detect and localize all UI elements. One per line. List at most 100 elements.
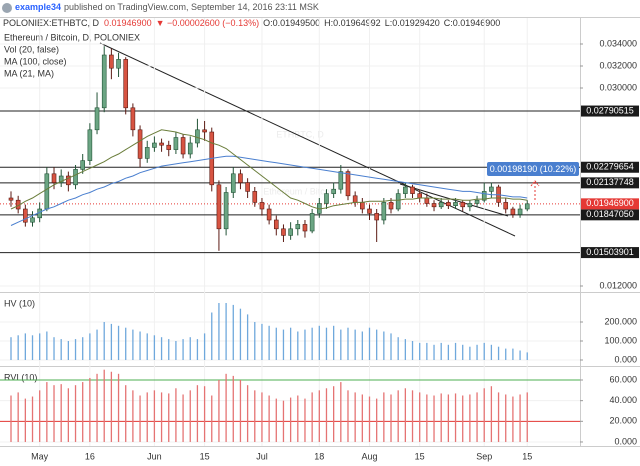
candle-body: [123, 59, 129, 109]
candle-body: [8, 197, 14, 201]
candle-body: [431, 203, 437, 208]
measure-box: [487, 162, 579, 176]
candle-body: [195, 129, 200, 144]
candle-body: [223, 192, 229, 230]
candle-body: [517, 208, 523, 215]
panel-title: HV (10): [4, 298, 35, 308]
measure-label: 0.00198190 (10.22%): [490, 164, 577, 174]
candle-body: [58, 175, 64, 183]
candle-body: [202, 129, 207, 133]
candle-body: [453, 202, 458, 207]
candle-body: [302, 224, 308, 232]
x-tick-label: 15: [415, 451, 425, 461]
candle-body: [238, 173, 243, 183]
candle-body: [180, 137, 186, 155]
y-tick-label: 200.000: [604, 316, 637, 326]
level-tag: [581, 209, 639, 221]
x-tick-label: Jul: [256, 451, 268, 461]
candle-body: [474, 199, 480, 204]
candle-body: [30, 217, 35, 223]
overlay: 0.00198190 (10.22%): [487, 162, 579, 200]
level-tag: [581, 177, 639, 189]
symbol-line: POLONIEX:ETHBTC, D 0.01946900 ▼ −0.0000260…: [3, 18, 500, 28]
candle-body: [216, 184, 222, 230]
candle-body: [259, 202, 265, 210]
candle-body: [109, 54, 114, 69]
candle-body: [345, 171, 351, 197]
level-label: 0.01847050: [586, 209, 634, 219]
panel-title: RVI (10): [4, 372, 37, 382]
candle-body: [245, 182, 250, 192]
last-price-label: 0.01946900: [586, 198, 634, 208]
candle-body: [295, 224, 301, 230]
candle-body: [367, 208, 372, 214]
candle-body: [352, 195, 358, 203]
candle-body: [281, 228, 286, 236]
candle-body: [374, 213, 379, 221]
candle-body: [101, 54, 107, 109]
author[interactable]: example34: [15, 2, 61, 12]
change: ▼ −0.00002600 (−0.13%): [156, 18, 259, 28]
candle-body: [130, 107, 136, 131]
candle-body: [403, 186, 408, 194]
candle-body: [395, 193, 401, 210]
avatar: [2, 3, 12, 13]
ma-line: [10, 129, 528, 210]
y-tick-label: 0.030000: [599, 82, 637, 92]
candle-body: [410, 186, 415, 194]
candle-body: [173, 137, 179, 150]
open: O:0.01949500: [263, 18, 320, 28]
watermark-sub: Ethereum / Bitcoin: [263, 186, 337, 196]
x-tick-label: 16: [85, 451, 95, 461]
x-tick-label: Aug: [361, 451, 377, 461]
candle-body: [266, 208, 272, 221]
candle-body: [288, 228, 293, 236]
ma-line: [10, 155, 528, 226]
last: 0.01946900: [104, 18, 152, 28]
candle-body: [467, 203, 473, 208]
volume-legend: Vol (20, false): [4, 44, 59, 54]
candle-body: [331, 188, 336, 194]
level-label: 0.02790515: [586, 105, 634, 115]
candle-body: [187, 142, 193, 155]
low: L:0.01929420: [385, 18, 440, 28]
candle-body: [460, 202, 466, 208]
candle-body: [338, 171, 344, 190]
x-tick-label: May: [31, 451, 49, 461]
y-tick-label: 20.000: [609, 416, 637, 426]
candle-body: [23, 208, 28, 223]
candle-body: [87, 129, 93, 161]
trend-line: [399, 183, 509, 217]
close: C:0.01946900: [444, 18, 501, 28]
high: H:0.01964992: [324, 18, 381, 28]
candle-body: [524, 203, 530, 210]
candle-body: [152, 142, 157, 148]
x-tick-label: Jun: [147, 451, 162, 461]
candle-body: [159, 142, 164, 146]
level-label: 0.02279654: [586, 162, 634, 172]
price-title: Ethereum / Bitcoin, D, POLONIEX: [4, 32, 140, 42]
published: published on TradingView.com, September …: [64, 2, 319, 12]
trend-line: [99, 42, 516, 237]
candle-body: [66, 175, 71, 186]
symbol: POLONIEX:ETHBTC, D: [3, 18, 100, 28]
last-price-tag: [581, 198, 639, 210]
y-tick-label: 0.034000: [599, 38, 637, 48]
candle-body: [80, 160, 85, 170]
y-tick-label: 0.032000: [599, 60, 637, 70]
candle-body: [503, 202, 509, 210]
level-tag: [581, 247, 639, 259]
level-label: 0.01503901: [586, 247, 634, 257]
candle-body: [309, 213, 315, 232]
y-tick-label: 0.000: [614, 436, 637, 446]
x-tick-label: 18: [314, 451, 324, 461]
candle-body: [510, 208, 516, 215]
byline: example34 published on TradingView.com, S…: [15, 2, 319, 12]
legend-entry: MA (21, MA): [4, 68, 54, 78]
level-tag: [581, 161, 639, 173]
candle-body: [51, 173, 57, 183]
level-tag: [581, 105, 639, 117]
candle-body: [44, 173, 50, 210]
candle-body: [438, 202, 444, 208]
